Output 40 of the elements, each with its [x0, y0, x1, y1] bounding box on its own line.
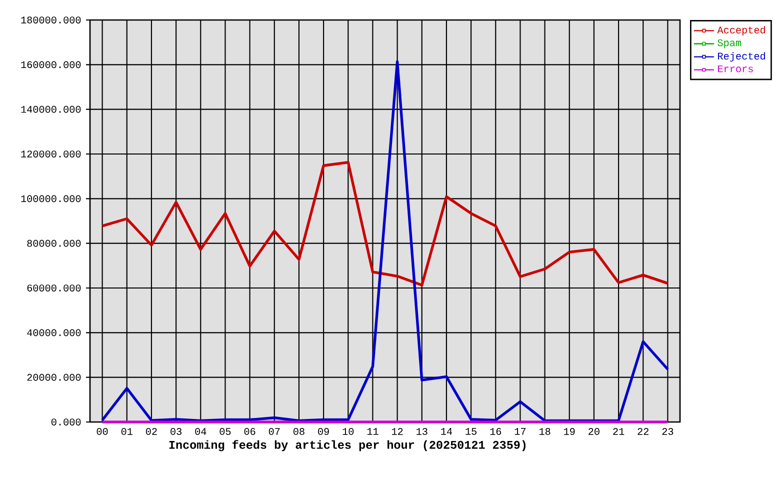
legend-label: Spam	[718, 39, 742, 48]
y-tick-label: 160000.000	[21, 61, 81, 68]
x-tick-label: 11	[367, 428, 378, 435]
x-tick-label: 06	[244, 428, 256, 435]
x-tick-label: 04	[195, 428, 206, 435]
x-tick-label: 23	[662, 428, 674, 435]
x-tick-label: 19	[564, 428, 575, 435]
x-tick-label: 03	[170, 428, 182, 435]
y-tick-label: 40000.000	[27, 329, 81, 336]
y-tick-label: 120000.000	[21, 150, 81, 158]
x-tick-label: 01	[121, 428, 132, 435]
x-tick-label: 21	[613, 428, 624, 435]
x-tick-label: 00	[96, 428, 108, 435]
x-tick-label: 02	[146, 428, 157, 435]
y-tick-label: 180000.000	[21, 16, 81, 24]
x-tick-label: 18	[539, 428, 550, 435]
x-tick-label: 16	[490, 428, 502, 435]
x-tick-label: 09	[318, 428, 329, 435]
x-tick-label: 14	[441, 428, 452, 435]
x-tick-label: 15	[466, 428, 476, 435]
x-tick-label: 08	[293, 428, 304, 435]
line-series	[100, 160, 670, 286]
legend-label: Errors	[718, 65, 753, 72]
x-tick-label: 22	[638, 428, 649, 435]
legend-label: Accepted	[717, 26, 765, 36]
y-tick-label: 80000.000	[27, 240, 81, 247]
x-axis-title: Incoming feeds by articles per hour (20250121 2359)	[169, 440, 526, 452]
legend-label: Rejected	[718, 52, 765, 62]
x-tick-label: 10	[342, 428, 354, 435]
x-tick-label: 13	[416, 428, 428, 435]
x-tick-label: 07	[268, 428, 280, 435]
x-tick-label: 20	[588, 428, 600, 435]
y-tick-label: 20000.000	[27, 374, 81, 381]
x-tick-label: 12	[392, 428, 403, 435]
x-tick-label: 17	[514, 428, 526, 435]
y-tick-label: 140000.000	[21, 106, 81, 113]
y-tick-label: 0.000	[52, 418, 81, 426]
x-tick-label: 05	[220, 428, 231, 435]
y-tick-label: 100000.000	[21, 195, 81, 202]
y-tick-label: 60000.000	[27, 284, 81, 292]
